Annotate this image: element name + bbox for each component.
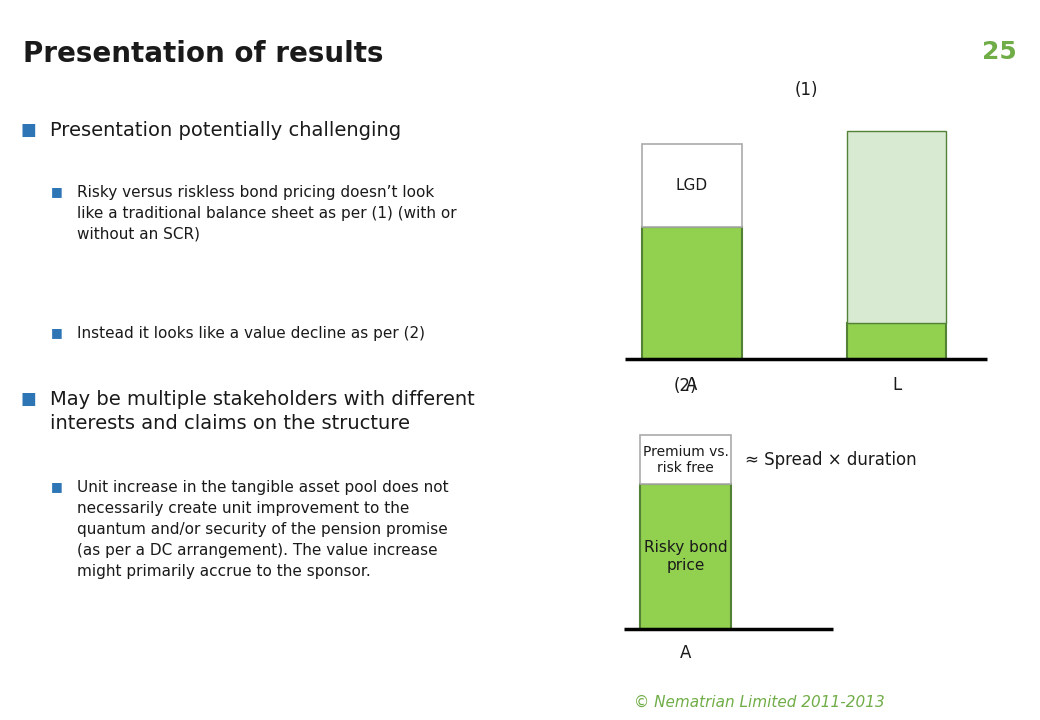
Text: May be multiple stakeholders with different
interests and claims on the structur: May be multiple stakeholders with differ…	[50, 390, 475, 433]
Bar	[847, 132, 946, 323]
Text: L: L	[892, 376, 902, 394]
Text: Instead it looks like a value decline as per (2): Instead it looks like a value decline as…	[77, 326, 425, 341]
Text: Premium vs.
risk free: Premium vs. risk free	[643, 445, 729, 475]
Bar	[642, 228, 742, 359]
Text: Risky versus riskless bond pricing doesn’t look
like a traditional balance sheet: Risky versus riskless bond pricing doesn…	[77, 185, 457, 242]
Text: ■: ■	[50, 185, 62, 198]
Bar	[847, 323, 946, 359]
Bar	[641, 436, 731, 485]
Text: ≈ Spread × duration: ≈ Spread × duration	[745, 451, 916, 469]
Text: ■: ■	[21, 390, 36, 408]
Text: 25: 25	[983, 40, 1017, 63]
Bar	[642, 144, 742, 228]
Text: (2): (2)	[674, 377, 698, 395]
Text: ■: ■	[50, 326, 62, 339]
Text: Risky bond
price: Risky bond price	[644, 540, 727, 572]
Text: ■: ■	[21, 121, 36, 139]
Text: ■: ■	[50, 480, 62, 492]
Text: Presentation potentially challenging: Presentation potentially challenging	[50, 121, 401, 140]
Text: Unit increase in the tangible asset pool does not
necessarily create unit improv: Unit increase in the tangible asset pool…	[77, 480, 448, 579]
Text: A: A	[686, 376, 698, 394]
Bar	[641, 485, 731, 629]
Text: (1): (1)	[795, 81, 817, 99]
Text: Presentation of results: Presentation of results	[23, 40, 384, 68]
Text: © Nematrian Limited 2011-2013: © Nematrian Limited 2011-2013	[633, 695, 885, 709]
Text: A: A	[680, 644, 692, 662]
Text: LGD: LGD	[676, 178, 708, 193]
